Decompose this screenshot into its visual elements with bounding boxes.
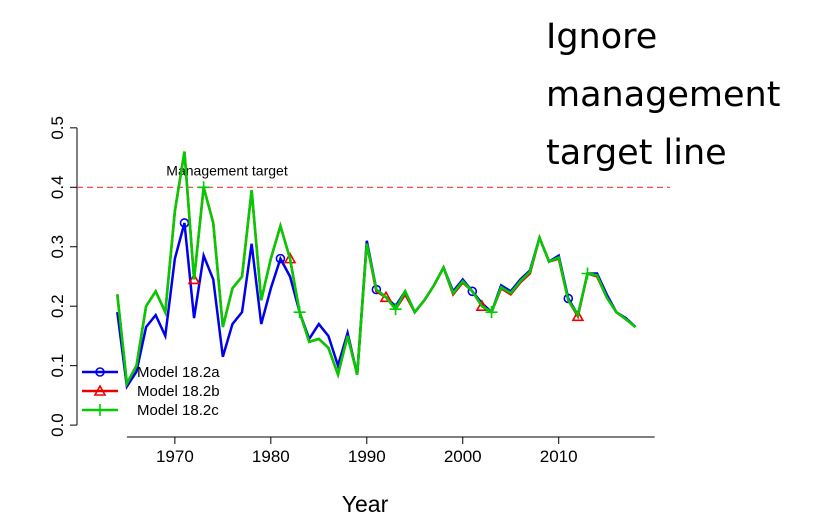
point-marker (485, 306, 498, 319)
legend-label: Model 18.2a (137, 364, 220, 381)
reference-label: Management target (166, 162, 288, 178)
x-tick-label: 2010 (540, 447, 578, 466)
legend-marker (93, 384, 107, 396)
x-tick-label: 1990 (348, 447, 386, 466)
point-marker (389, 303, 402, 316)
y-tick-label: 0.3 (48, 235, 67, 259)
point-marker (179, 218, 190, 228)
point-marker (571, 309, 585, 322)
point-marker (275, 253, 286, 264)
series (116, 151, 637, 388)
y-tick-label: 0.1 (48, 354, 67, 378)
y-tick-label: 0.4 (48, 175, 67, 199)
point-marker (581, 267, 594, 280)
x-tick-label: 2000 (444, 447, 482, 466)
legend-marker (95, 367, 105, 377)
legend-marker (94, 404, 106, 416)
x-axis-title: Year (342, 491, 389, 517)
point-marker (467, 286, 478, 297)
series-line (116, 151, 637, 388)
y-tick-label: 0.2 (48, 294, 67, 318)
x-tick-label: 1970 (156, 447, 194, 466)
x-tick-label: 1980 (252, 447, 290, 466)
point-marker (187, 272, 201, 285)
point-marker (475, 299, 489, 311)
annotation-note: Ignore management target line (546, 17, 781, 173)
point-marker (293, 306, 306, 319)
y-tick-label: 0.0 (48, 413, 67, 437)
point-marker (197, 181, 210, 194)
legend-label: Model 18.2c (137, 402, 219, 419)
series (116, 218, 637, 391)
legend-label: Model 18.2b (137, 383, 220, 400)
series-line (116, 222, 637, 391)
y-tick-label: 0.5 (48, 116, 67, 140)
